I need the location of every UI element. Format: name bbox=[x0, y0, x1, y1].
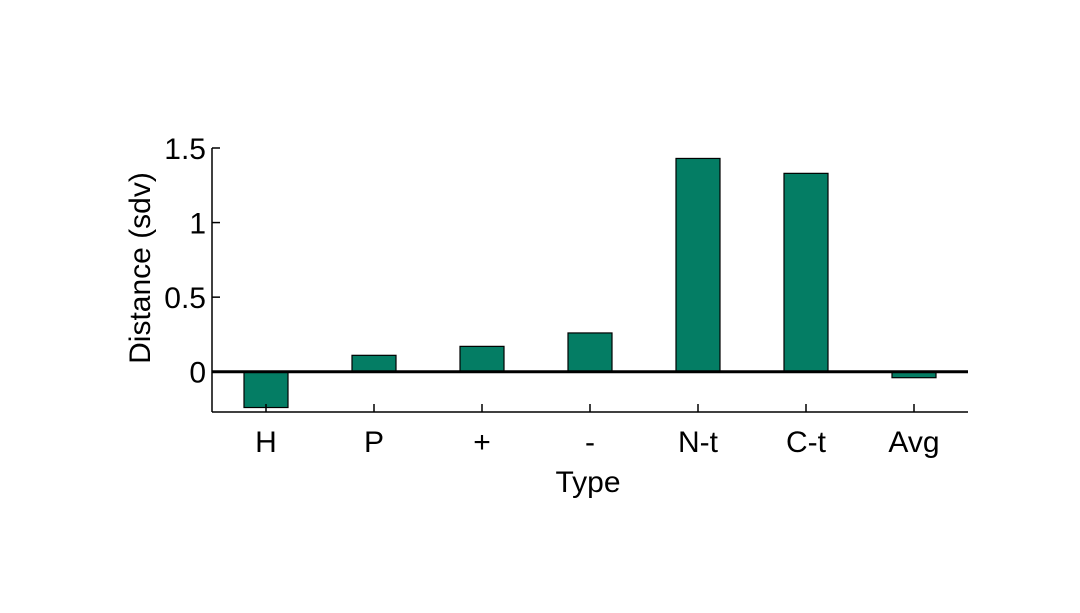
x-ticks: H P + - N-t C-t Avg bbox=[255, 404, 940, 459]
bar-+ bbox=[459, 345, 505, 373]
bar-H bbox=[243, 371, 289, 409]
x-axis-title: Type bbox=[555, 466, 620, 499]
y-tick-label: 0 bbox=[189, 357, 206, 390]
bar-- bbox=[567, 332, 613, 373]
x-tick-label: + bbox=[473, 426, 491, 459]
x-tick-label: N-t bbox=[678, 426, 719, 459]
x-tick-label: H bbox=[255, 426, 277, 459]
y-tick-label: 1.5 bbox=[164, 133, 206, 166]
y-axis-title: Distance (sdv) bbox=[124, 172, 157, 364]
x-tick-label: P bbox=[364, 426, 384, 459]
bars-layer bbox=[243, 157, 937, 409]
y-tick-label: 1 bbox=[189, 208, 206, 241]
y-ticks: 0 0.5 1 1.5 bbox=[164, 133, 220, 390]
y-tick-label: 0.5 bbox=[164, 282, 206, 315]
axes-layer bbox=[211, 148, 968, 413]
x-tick-label: - bbox=[585, 426, 595, 459]
x-tick-label: C-t bbox=[786, 426, 827, 459]
x-tick-label: Avg bbox=[888, 426, 939, 459]
bar-P bbox=[351, 354, 397, 373]
bar-C-t bbox=[783, 172, 829, 373]
bar-N-t bbox=[675, 157, 721, 373]
